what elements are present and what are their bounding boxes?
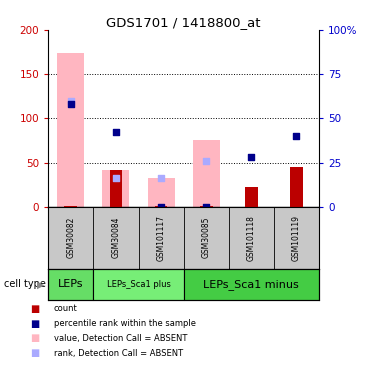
Bar: [193, 141, 220, 207]
Point: [113, 129, 119, 135]
Point: [113, 176, 119, 181]
Text: rank, Detection Call = ABSENT: rank, Detection Call = ABSENT: [54, 349, 183, 358]
Text: ■: ■: [30, 304, 39, 313]
Bar: [245, 187, 258, 207]
Text: ▶: ▶: [37, 279, 45, 290]
Point: [203, 158, 209, 164]
Text: GSM101118: GSM101118: [247, 214, 256, 261]
Point: [68, 101, 74, 107]
Text: cell type: cell type: [4, 279, 46, 290]
Point: [203, 204, 209, 210]
Title: GDS1701 / 1418800_at: GDS1701 / 1418800_at: [106, 16, 261, 29]
Bar: [102, 170, 129, 207]
Bar: [57, 53, 84, 207]
Text: ■: ■: [30, 333, 39, 344]
Text: value, Detection Call = ABSENT: value, Detection Call = ABSENT: [54, 334, 187, 343]
Text: GSM30085: GSM30085: [202, 217, 211, 258]
Text: percentile rank within the sample: percentile rank within the sample: [54, 319, 196, 328]
Bar: [48, 268, 93, 300]
Text: GSM101119: GSM101119: [292, 214, 301, 261]
Text: GSM101117: GSM101117: [157, 214, 165, 261]
Text: ■: ■: [30, 348, 39, 358]
Bar: [109, 170, 122, 207]
Bar: [184, 268, 319, 300]
Bar: [148, 177, 175, 207]
Point: [249, 154, 255, 160]
Bar: [65, 206, 77, 207]
Text: GSM30082: GSM30082: [66, 217, 75, 258]
Text: LEPs: LEPs: [58, 279, 83, 290]
Point: [158, 204, 164, 210]
Bar: [290, 167, 303, 207]
Point: [68, 98, 74, 104]
Text: LEPs_Sca1 minus: LEPs_Sca1 minus: [203, 279, 299, 290]
Text: count: count: [54, 304, 78, 313]
Point: [293, 133, 299, 139]
Text: ■: ■: [30, 318, 39, 328]
Bar: [155, 206, 167, 207]
Bar: [200, 206, 213, 207]
Point: [158, 176, 164, 181]
Text: GSM30084: GSM30084: [111, 217, 121, 258]
Text: LEPs_Sca1 plus: LEPs_Sca1 plus: [106, 280, 170, 289]
Bar: [93, 268, 184, 300]
